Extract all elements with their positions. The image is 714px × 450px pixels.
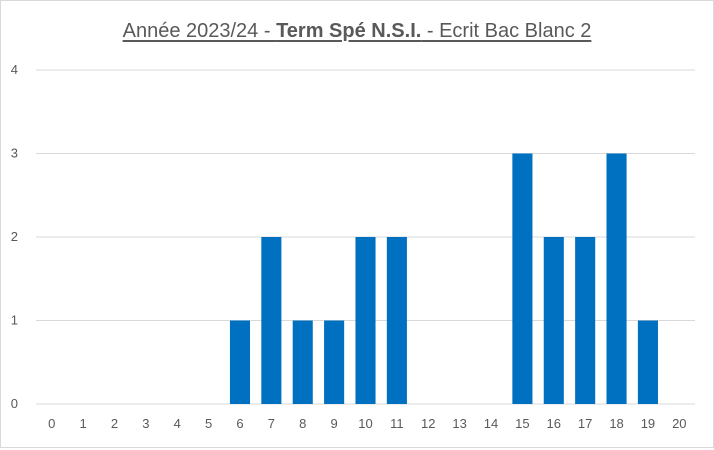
bar-17 (575, 237, 596, 404)
x-axis-ticks: 0 1 2 3 4 5 6 7 8 9 10 11 12 13 14 15 16 17 18 19 20 (48, 416, 686, 431)
x-tick-label-10: 10 (358, 416, 372, 431)
x-tick-label-2: 2 (111, 416, 118, 431)
x-tick-label-1: 1 (79, 416, 86, 431)
x-tick-label-8: 8 (299, 416, 306, 431)
y-tick-label-1: 1 (11, 313, 18, 328)
y-tick-label-2: 2 (11, 229, 18, 244)
title-part-course: Term Spé N.S.I. (276, 20, 422, 42)
x-tick-label-6: 6 (236, 416, 243, 431)
x-tick-label-19: 19 (641, 416, 655, 431)
x-tick-label-13: 13 (452, 416, 466, 431)
x-tick-label-16: 16 (547, 416, 561, 431)
x-tick-label-0: 0 (48, 416, 55, 431)
x-tick-label-9: 9 (331, 416, 338, 431)
bar-7 (261, 237, 282, 404)
x-tick-label-7: 7 (268, 416, 275, 431)
bars (229, 153, 658, 404)
y-tick-label-0: 0 (11, 396, 18, 411)
bar-16 (543, 237, 564, 404)
title-part-exam: - Ecrit Bac Blanc 2 (421, 20, 592, 42)
bar-18 (606, 153, 627, 404)
x-tick-label-12: 12 (421, 416, 435, 431)
x-tick-label-17: 17 (578, 416, 592, 431)
y-tick-label-4: 4 (11, 62, 18, 77)
x-tick-label-20: 20 (672, 416, 686, 431)
y-axis-ticks: 0 1 2 3 4 (11, 62, 18, 411)
bar-10 (355, 237, 376, 404)
x-tick-label-14: 14 (484, 416, 498, 431)
x-tick-label-5: 5 (205, 416, 212, 431)
y-tick-label-3: 3 (11, 146, 18, 161)
bar-9 (324, 320, 345, 404)
x-tick-label-15: 15 (515, 416, 529, 431)
bar-11 (386, 237, 407, 404)
bar-19 (637, 320, 658, 404)
bar-15 (512, 153, 533, 404)
bar-6 (229, 320, 251, 404)
x-tick-label-18: 18 (609, 416, 623, 431)
x-tick-label-3: 3 (142, 416, 149, 431)
chart-title: Année 2023/24 - Term Spé N.S.I. - Ecrit … (0, 20, 714, 43)
title-part-year: Année 2023/24 - (122, 20, 277, 42)
x-tick-label-4: 4 (174, 416, 181, 431)
x-tick-label-11: 11 (390, 416, 404, 431)
bar-8 (292, 320, 313, 404)
